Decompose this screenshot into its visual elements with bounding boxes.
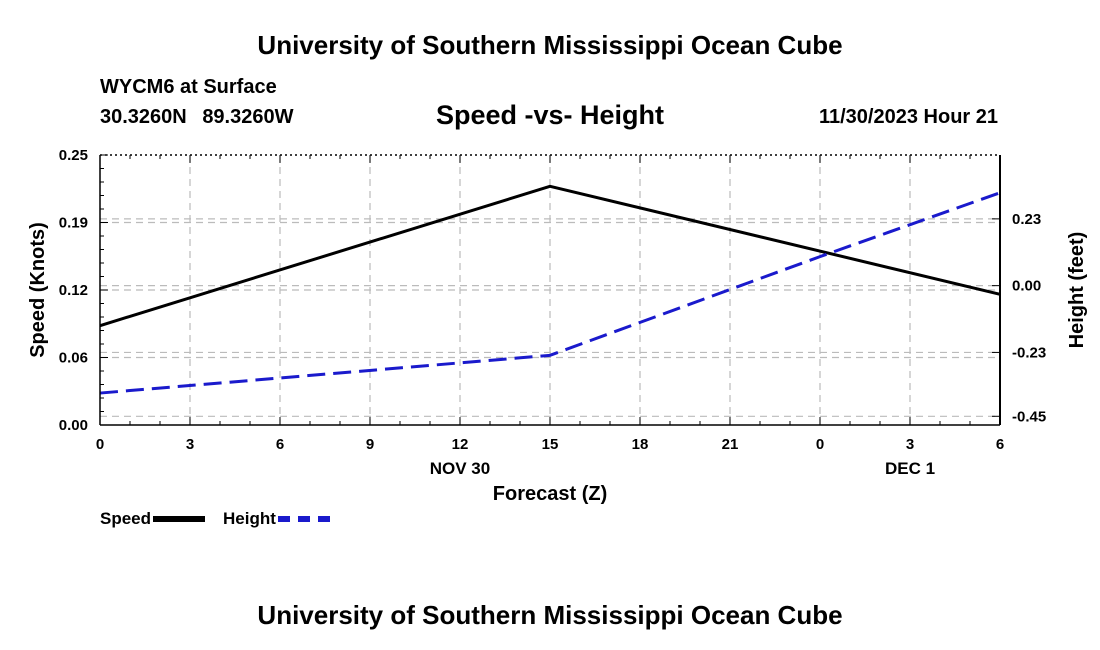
grid-layer [100,155,1000,425]
x-tick-label: 3 [906,436,914,453]
y2-tick-label: -0.23 [1012,344,1046,361]
y-tick-label: 0.19 [59,215,88,232]
y-tick-label: 0.25 [59,147,88,164]
x-tick-label: 15 [542,436,559,453]
date-label: NOV 30 [430,459,490,478]
page-title: University of Southern Mississippi Ocean… [257,30,843,60]
y-tick-label: 0.06 [59,350,88,367]
series-line-speed [99,184,1001,328]
axis-layer [99,154,1001,426]
x-tick-label: 12 [452,436,469,453]
longitude-label: 89.3260W [202,106,294,128]
series-line-height [99,191,1001,395]
coordinates: 30.3260N 89.3260W [100,106,303,129]
legend-item-speed: Speed [100,509,206,529]
legend-speed-swatch [153,516,206,522]
x-tick-label: 0 [96,436,104,453]
legend-height-swatch [277,516,330,522]
x-tick-label: 0 [816,436,824,453]
legend-speed-label: Speed [100,509,152,528]
x-axis-title: Forecast (Z) [493,483,607,505]
series-layer [99,184,1001,395]
y-tick-label: 0.12 [59,282,88,299]
date-label: DEC 1 [885,459,935,478]
x-tick-label: 18 [632,436,649,453]
x-tick-label: 21 [722,436,739,453]
label-layer: 0 3 6 9 12 15 18 21 0 3 6 NOV 30 DEC 1 Forecast (Z) 0.… [27,147,1088,505]
latitude-label: 30.3260N [100,106,187,128]
y2-axis-title: Height (feet) [1066,232,1088,349]
y-tick-label: 0.00 [59,417,88,434]
x-tick-label: 3 [186,436,194,453]
x-tick-label: 6 [276,436,284,453]
chart-title: Speed -vs- Height [0,100,1100,131]
x-tick-label: 6 [996,436,1004,453]
footer-title: University of Southern Mississippi Ocean… [257,600,843,630]
y2-tick-label: -0.45 [1012,408,1046,425]
chart-legend: Speed Height [100,509,348,529]
x-tick-label: 9 [366,436,374,453]
legend-height-label: Height [223,509,276,528]
y2-tick-label: 0.00 [1012,278,1041,295]
legend-item-height: Height [223,509,330,529]
station-label: WYCM6 at Surface [100,76,277,98]
y2-tick-label: 0.23 [1012,211,1041,228]
y-axis-title: Speed (Knots) [27,222,49,358]
forecast-timestamp: 11/30/2023 Hour 21 [818,106,998,128]
chart-title-text: Speed -vs- Height [435,100,665,130]
